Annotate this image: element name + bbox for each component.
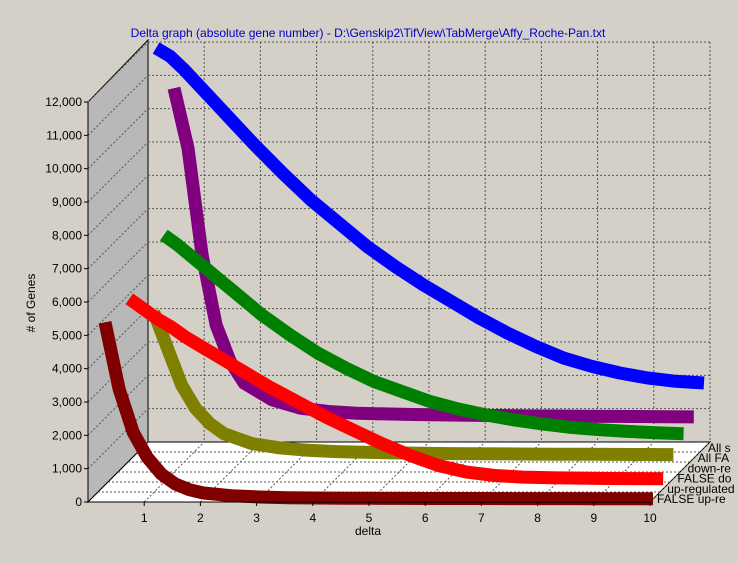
y-tick-label: 1,000	[52, 462, 82, 476]
legend-entry-4: FALSE do	[677, 472, 731, 486]
x-axis-title: delta	[355, 524, 381, 538]
series-line-3	[160, 229, 684, 441]
y-tick-label: 3,000	[52, 395, 82, 409]
series-line-4	[147, 309, 674, 462]
y-tick-label: 7,000	[52, 262, 82, 276]
y-tick-labels: 0 1,000 2,000 3,000 4,000 5,000 6,000 7,000 8,00…	[45, 95, 88, 509]
legend-entry-3: down-re	[688, 461, 732, 475]
y-tick-label: 2,000	[52, 428, 82, 442]
y-tick-label: 6,000	[52, 295, 82, 309]
series-line-1	[152, 42, 705, 390]
y-tick-label: 11,000	[46, 128, 82, 142]
y-tick-label: 10,000	[45, 162, 82, 176]
legend-entry-1: All s	[708, 441, 731, 455]
x-tick-label: 6	[422, 511, 429, 525]
series-line-2	[167, 86, 694, 424]
x-tick-label: 2	[197, 511, 204, 525]
y-tick-label: 8,000	[52, 228, 82, 242]
y-tick-label: 4,000	[52, 362, 82, 376]
series-line-5	[125, 293, 664, 486]
x-tick-label: 4	[309, 511, 316, 525]
y-tick-label: 5,000	[52, 328, 82, 342]
y-tick-label: 9,000	[52, 195, 82, 209]
chart-title: Delta graph (absolute gene number) - D:\…	[131, 26, 606, 40]
y-axis-title: # of Genes	[24, 274, 38, 333]
legend-entry-2: All FA	[698, 451, 729, 465]
series-layer	[98, 42, 705, 506]
x-tick-label: 1	[141, 511, 148, 525]
x-tick-label: 7	[478, 511, 485, 525]
y-tick-label: 0	[75, 495, 82, 509]
plot-back-wall	[148, 40, 710, 442]
x-tick-label: 9	[590, 511, 597, 525]
grid	[87, 41, 711, 503]
x-tick-label: 5	[366, 511, 373, 525]
x-tick-label: 8	[534, 511, 541, 525]
x-tick-label: 3	[253, 511, 260, 525]
x-tick-label: 10	[643, 511, 657, 525]
series-line-6	[98, 320, 653, 506]
y-tick-label: 12,000	[45, 95, 82, 109]
x-tick-labels: 1 2 3 4 5 6 7 8 9 10	[141, 502, 657, 525]
legend-entry-6: FALSE up-re	[657, 492, 726, 506]
legend-entry-5: up-regulated	[667, 482, 734, 496]
